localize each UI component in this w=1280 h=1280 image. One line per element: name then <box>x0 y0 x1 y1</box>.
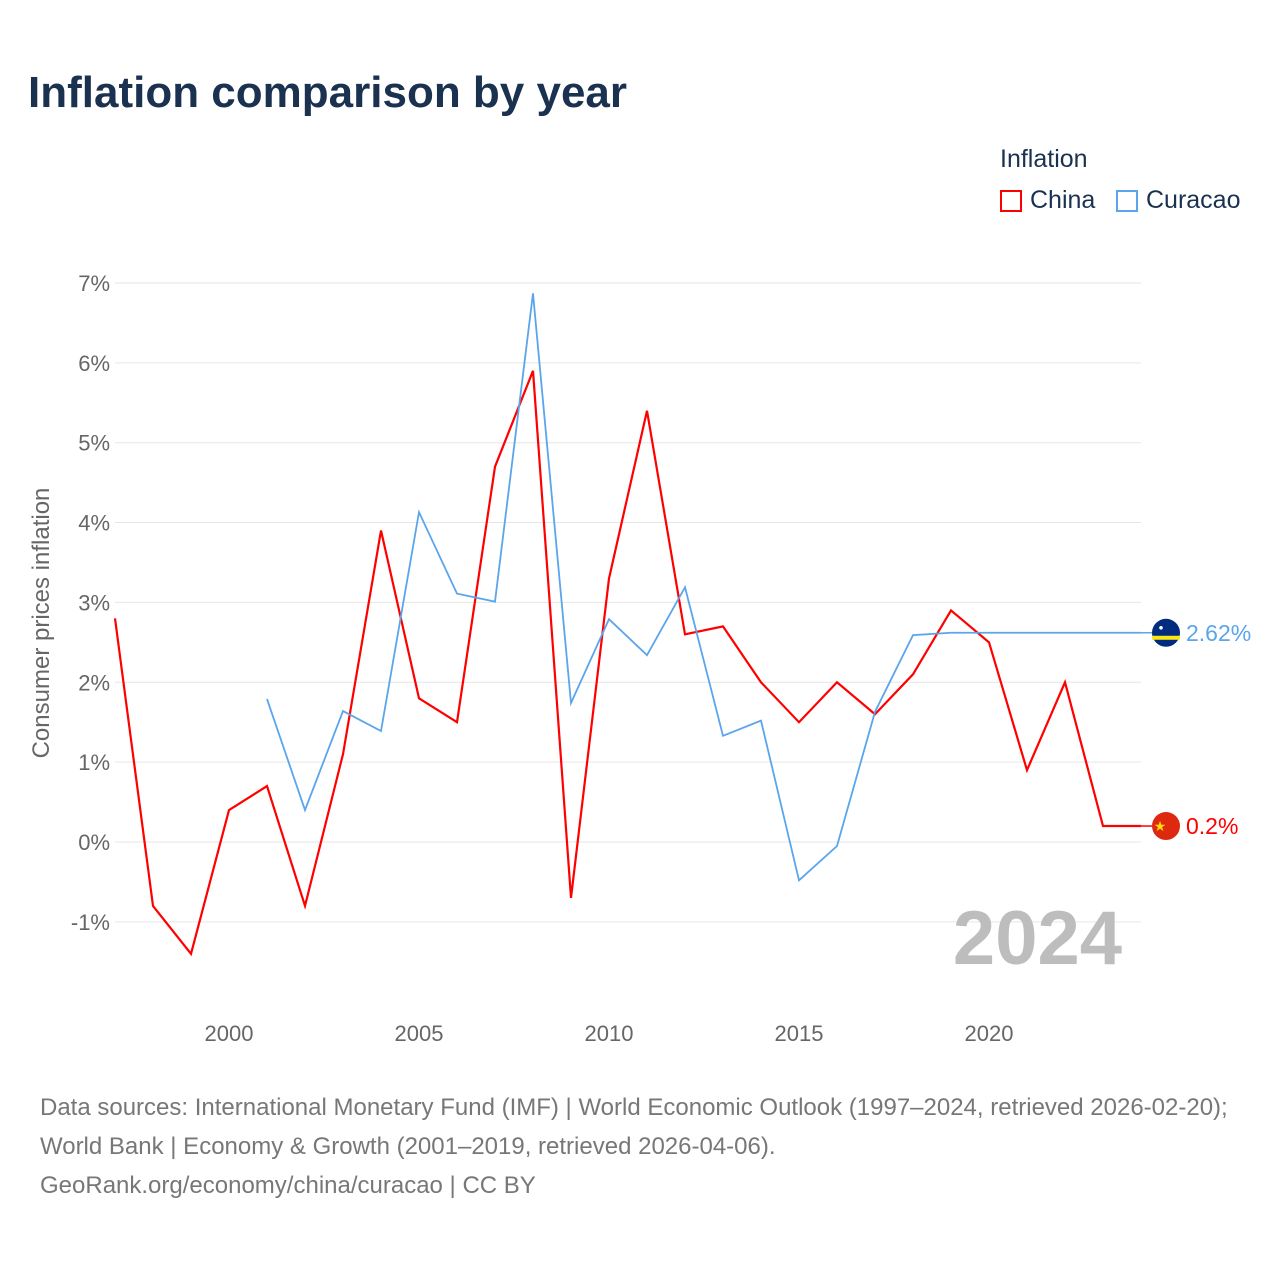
end-value-label: 2.62% <box>1186 620 1251 646</box>
y-tick-label: 1% <box>78 750 110 775</box>
year-badge: 2024 <box>952 896 1122 981</box>
y-tick-label: -1% <box>71 910 110 935</box>
y-tick-label: 7% <box>78 271 110 296</box>
legend-label: China <box>1030 186 1096 214</box>
y-tick-label: 6% <box>78 351 110 376</box>
flag-stripe <box>1152 635 1180 640</box>
y-tick-label: 4% <box>78 511 110 536</box>
source-notes: Data sources: International Monetary Fun… <box>40 1088 1250 1205</box>
source-line: Data sources: International Monetary Fun… <box>40 1094 1228 1160</box>
china-flag-icon <box>1152 812 1180 841</box>
y-tick-label: 2% <box>78 670 110 695</box>
x-tick-label: 2010 <box>585 1021 634 1046</box>
legend-label: Curacao <box>1146 186 1241 214</box>
end-value-label: 0.2% <box>1186 813 1238 839</box>
y-tick-label: 5% <box>78 431 110 456</box>
legend-title: Inflation <box>1000 145 1088 173</box>
legend-item-china[interactable]: China <box>1000 186 1095 215</box>
legend-item-curacao[interactable]: Curacao <box>1116 186 1241 215</box>
series-line-china <box>113 370 1141 957</box>
curacao-flag-icon <box>1152 618 1180 647</box>
x-tick-label: 2020 <box>965 1021 1014 1046</box>
chart-title: Inflation comparison by year <box>28 68 628 117</box>
y-tick-label: 3% <box>78 590 110 615</box>
flag-star <box>1159 625 1163 630</box>
x-tick-label: 2005 <box>395 1021 444 1046</box>
china-swatch <box>1000 189 1022 212</box>
x-tick-label: 2015 <box>775 1021 824 1046</box>
x-tick-label: 2000 <box>205 1021 254 1046</box>
source-line: GeoRank.org/economy/china/curacao | CC B… <box>40 1172 536 1199</box>
flag-star: ★ <box>1154 818 1167 834</box>
series-line-curacao <box>266 293 1141 883</box>
y-tick-label: 0% <box>78 830 110 855</box>
curacao-swatch <box>1116 189 1138 212</box>
